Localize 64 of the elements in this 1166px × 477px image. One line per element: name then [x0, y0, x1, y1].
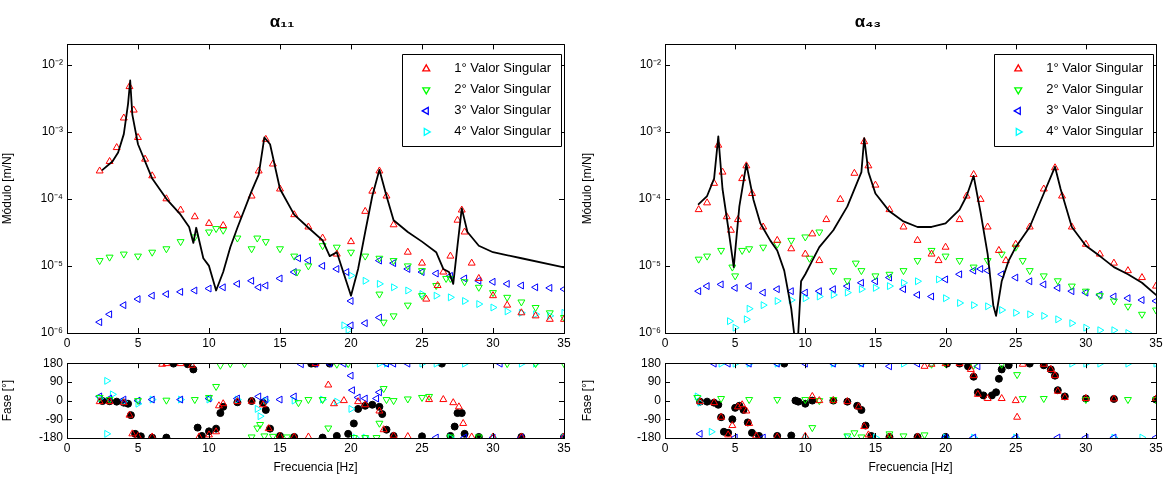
x-tick-label: 30	[1079, 440, 1093, 455]
y-axis-title: Fase [°]	[579, 379, 594, 422]
x-tick-label: 35	[1149, 335, 1163, 350]
y-tick-label: -180	[636, 430, 662, 445]
legend-label: 4° Valor Singular	[1046, 123, 1144, 139]
x-tick-label: 20	[938, 440, 953, 455]
y-tick-label: 10⁻³	[639, 124, 661, 139]
y-tick-label: -180	[38, 430, 64, 445]
y-tick-label: 10⁻²	[41, 56, 63, 71]
x-tick-label: 30	[486, 440, 500, 455]
x-tick-label: 35	[557, 335, 571, 350]
legend-label: 3° Valor Singular	[454, 102, 552, 118]
x-tick-label: 5	[731, 335, 739, 350]
x-tick-label: 5	[134, 335, 142, 350]
x-tick-label: 25	[1009, 335, 1023, 350]
x-tick-label: 20	[344, 335, 358, 350]
y-tick-label: 0	[654, 392, 662, 407]
x-tick-label: 5	[134, 440, 142, 455]
legend-label: 3° Valor Singular	[1046, 102, 1144, 118]
x-tick-label: 15	[868, 335, 883, 350]
y-tick-label: -90	[45, 411, 64, 426]
y-axis-title: Módulo [m/N]	[0, 153, 14, 225]
y-tick-label: 10⁻⁵	[40, 258, 64, 273]
x-tick-label: 35	[1149, 440, 1163, 455]
x-tick-label: 30	[486, 335, 500, 350]
y-tick-label: 10⁻³	[41, 124, 63, 139]
x-tick-label: 10	[798, 440, 813, 455]
chart-title: α₁₁	[269, 11, 295, 31]
legend-label: 1° Valor Singular	[454, 60, 552, 76]
x-tick-label: 10	[202, 335, 216, 350]
chart-title: α₄₃	[854, 11, 882, 31]
x-tick-label: 25	[1009, 440, 1023, 455]
y-tick-label: 90	[647, 374, 662, 389]
y-axis-title: Fase [°]	[0, 379, 14, 422]
y-tick-label: 180	[42, 355, 64, 370]
y-tick-label: 10⁻⁴	[40, 191, 63, 206]
x-tick-label: 15	[273, 440, 287, 455]
x-axis-title: Frecuencia [Hz]	[273, 460, 358, 475]
y-tick-label: 10⁻⁵	[638, 258, 662, 273]
y-tick-label: 10⁻⁶	[638, 325, 662, 340]
y-tick-label: -90	[643, 411, 662, 426]
y-tick-label: 0	[56, 392, 64, 407]
x-tick-label: 10	[798, 335, 813, 350]
x-tick-label: 15	[868, 440, 883, 455]
x-tick-label: 25	[415, 335, 429, 350]
y-axis-title: Módulo [m/N]	[579, 153, 594, 225]
x-tick-label: 10	[202, 440, 216, 455]
x-axis-title: Frecuencia [Hz]	[868, 460, 953, 475]
x-tick-label: 20	[344, 440, 358, 455]
legend-label: 4° Valor Singular	[454, 123, 552, 139]
y-tick-label: 10⁻⁶	[40, 325, 64, 340]
x-tick-label: 30	[1079, 335, 1093, 350]
legend-label: 2° Valor Singular	[1046, 81, 1144, 97]
legend-label: 2° Valor Singular	[454, 81, 552, 97]
x-tick-label: 5	[731, 440, 739, 455]
x-tick-label: 35	[557, 440, 571, 455]
x-tick-label: 15	[273, 335, 287, 350]
x-tick-label: 20	[938, 335, 953, 350]
legend-label: 1° Valor Singular	[1046, 60, 1144, 76]
y-tick-label: 90	[49, 374, 64, 389]
y-tick-label: 10⁻²	[639, 56, 661, 71]
y-tick-label: 180	[640, 355, 662, 370]
y-tick-label: 10⁻⁴	[638, 191, 661, 206]
x-tick-label: 25	[415, 440, 429, 455]
